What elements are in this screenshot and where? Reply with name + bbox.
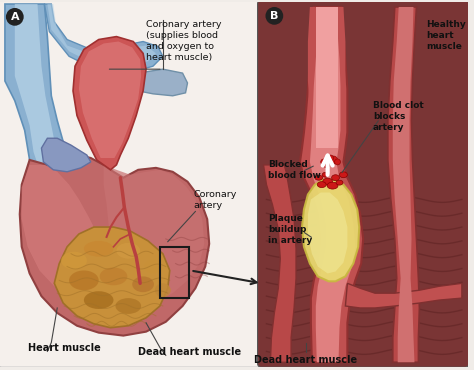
Polygon shape <box>20 155 209 336</box>
Polygon shape <box>104 165 204 300</box>
Ellipse shape <box>84 241 113 257</box>
Polygon shape <box>55 227 170 328</box>
Ellipse shape <box>117 243 140 259</box>
Ellipse shape <box>336 180 343 185</box>
Polygon shape <box>5 4 69 192</box>
Ellipse shape <box>69 270 99 290</box>
Text: B: B <box>270 11 279 21</box>
Circle shape <box>265 7 283 25</box>
Ellipse shape <box>144 260 162 273</box>
Polygon shape <box>45 4 163 73</box>
Ellipse shape <box>100 268 128 285</box>
Polygon shape <box>22 165 104 290</box>
Polygon shape <box>79 41 141 158</box>
Ellipse shape <box>61 252 87 269</box>
FancyBboxPatch shape <box>261 3 464 364</box>
Ellipse shape <box>317 182 326 188</box>
Ellipse shape <box>84 291 113 309</box>
Circle shape <box>6 8 24 26</box>
Ellipse shape <box>116 298 141 314</box>
Text: A: A <box>10 12 19 22</box>
Ellipse shape <box>327 182 338 189</box>
Polygon shape <box>264 165 296 362</box>
Text: Blocked
blood flow: Blocked blood flow <box>268 160 321 180</box>
Polygon shape <box>393 7 414 362</box>
Polygon shape <box>346 283 462 308</box>
Text: Coronary
artery: Coronary artery <box>193 189 237 210</box>
Bar <box>160 247 190 298</box>
Ellipse shape <box>315 175 323 180</box>
Circle shape <box>335 159 340 165</box>
FancyBboxPatch shape <box>257 0 469 367</box>
Ellipse shape <box>132 276 154 292</box>
Ellipse shape <box>323 178 333 185</box>
Ellipse shape <box>322 172 329 177</box>
Polygon shape <box>97 69 188 96</box>
Polygon shape <box>15 4 59 182</box>
Polygon shape <box>310 7 356 362</box>
Text: Dead heart muscle: Dead heart muscle <box>255 355 357 365</box>
Ellipse shape <box>155 283 171 297</box>
Polygon shape <box>300 7 363 362</box>
Text: Coronary artery
(supplies blood
and oxygen to
heart muscle): Coronary artery (supplies blood and oxyg… <box>146 20 221 62</box>
Circle shape <box>329 156 337 164</box>
Polygon shape <box>73 37 146 170</box>
Text: Plaque
buildup
in artery: Plaque buildup in artery <box>268 214 313 245</box>
Ellipse shape <box>332 175 339 181</box>
Text: Heart muscle: Heart muscle <box>27 343 100 353</box>
Circle shape <box>321 159 327 165</box>
Text: Dead heart muscle: Dead heart muscle <box>138 347 241 357</box>
Polygon shape <box>308 7 316 148</box>
Circle shape <box>328 155 334 161</box>
Polygon shape <box>41 138 91 172</box>
Circle shape <box>324 162 329 168</box>
Ellipse shape <box>339 172 347 178</box>
Text: Healthy
heart
muscle: Healthy heart muscle <box>426 20 466 51</box>
FancyBboxPatch shape <box>0 0 264 367</box>
Polygon shape <box>316 7 337 148</box>
Polygon shape <box>308 192 347 273</box>
Polygon shape <box>388 7 419 362</box>
Polygon shape <box>47 4 156 67</box>
Polygon shape <box>337 7 346 148</box>
Text: Blood clot
blocks
artery: Blood clot blocks artery <box>373 101 424 132</box>
Polygon shape <box>302 180 359 281</box>
